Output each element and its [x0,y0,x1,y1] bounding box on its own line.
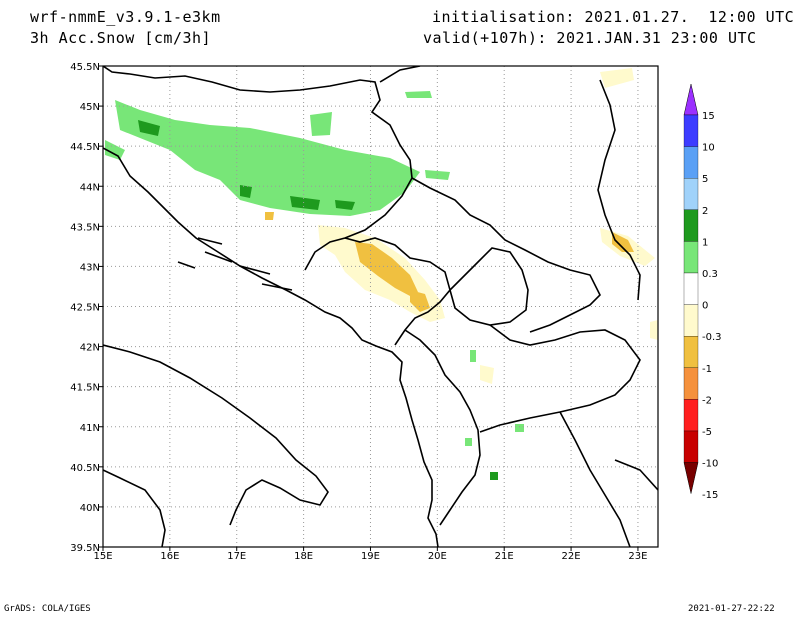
lat-tick-label: 43.5N [70,222,100,233]
lon-tick-label: 18E [294,551,313,562]
snow-area-yellow [265,212,274,220]
colorbar-segment [683,272,699,305]
grads-credit: GrADS: COLA/IGES [4,604,91,614]
snow-area-lightyellow [600,68,634,88]
kosovo-border [449,247,529,326]
lon-tick-label: 17E [227,551,246,562]
snow-area-green [515,424,524,432]
init-time: initialisation: 2021.01.27. 12:00 UTC [432,8,795,26]
colorbar-label: -1 [702,364,712,375]
colorbar-segment [683,209,699,242]
lat-tick-label: 42.5N [70,303,100,314]
snow-area-darkgreen [290,196,320,210]
snow-area-green [105,140,125,160]
colorbar-bottom-arrow [683,462,699,494]
coastlines-borders [103,66,658,547]
adriatic-islands [177,237,293,291]
lat-tick-label: 44N [80,182,100,193]
field-title: 3h Acc.Snow [cm/3h] [30,29,212,47]
colorbar-label: 10 [702,143,715,154]
model-name: wrf-nmmE_v3.9.1-e3km [30,8,221,26]
snow-area-darkgreen [240,185,252,198]
lat-tick-label: 41.5N [70,383,100,394]
latitude-axis: 45.5N 45N 44.5N 44N 43.5N 43N 42.5N 42N 41.5N 41N… [70,62,103,554]
snow-area-lightyellow [480,365,494,384]
snow-area-yellow [355,242,418,296]
lat-tick-label: 44.5N [70,142,100,153]
colorbar-label: 5 [702,174,708,185]
albania-border [404,329,481,526]
lon-tick-label: 19E [361,551,380,562]
macedonia-border [479,324,641,433]
colorbar-segment [683,178,699,210]
snow-area-green [310,112,332,136]
colorbar-segment [683,146,699,179]
snow-area-green [115,100,420,216]
snow-field [105,68,658,480]
lon-tick-label: 20E [428,551,447,562]
colorbar-label: -0.3 [702,332,722,343]
render-timestamp: 2021-01-27-22:22 [688,604,775,614]
serbia-border [379,66,601,333]
snow-area-lightyellow [650,320,658,340]
lat-lon-grid [103,66,658,547]
colorbar-label: 0.3 [702,269,718,280]
snow-area-green [405,91,432,98]
colorbar-label: 0 [702,301,708,312]
lat-tick-label: 45.5N [70,62,100,73]
colorbar-label: 15 [702,111,715,122]
croatia-border [103,66,413,271]
colorbar-label: 2 [702,206,708,217]
lon-tick-label: 16E [160,551,179,562]
snow-area-yellow [612,232,634,252]
lon-tick-label: 15E [93,551,112,562]
lon-tick-label: 22E [562,551,581,562]
colorbar-segment [683,114,699,147]
lat-tick-label: 41N [80,423,100,434]
colorbar-top-arrow [683,83,699,116]
colorbar-label: -15 [702,490,718,501]
colorbar-label: -2 [702,395,712,406]
colorbar-segment [683,304,699,337]
lat-tick-label: 40N [80,503,100,514]
snow-area-darkgreen [335,200,355,210]
lat-tick-label: 40.5N [70,463,100,474]
color-legend: 15 10 5 2 1 0.3 0 -0.3 -1 -2 -5 -10 -15 [683,83,722,501]
snow-area-green [465,438,472,446]
lat-tick-label: 39.5N [70,543,100,554]
montenegro-border [344,237,451,346]
longitude-axis: 15E 16E 17E 18E 19E 20E 21E 22E 23E [93,547,647,562]
greece-coast [559,411,658,547]
snow-area-green [470,350,476,362]
colorbar-segment [683,367,699,400]
colorbar-label: 1 [702,237,708,248]
lon-tick-label: 23E [628,551,647,562]
snow-area-darkgreen [138,120,160,136]
lat-tick-label: 43N [80,262,100,273]
bulgaria-border [597,79,641,301]
colorbar-segment [683,336,699,368]
colorbar-segment [683,430,699,463]
colorbar-segment [683,399,699,432]
italy-coast [103,344,329,526]
italy-heel [103,469,166,547]
lat-tick-label: 45N [80,102,100,113]
colorbar-label: -5 [702,427,712,438]
lon-tick-label: 21E [495,551,514,562]
lat-tick-label: 42N [80,343,100,354]
valid-time: valid(+107h): 2021.JAN.31 23:00 UTC [423,29,757,47]
colorbar-segment [683,241,699,274]
snow-area-darkgreen [490,472,498,480]
colorbar-label: -10 [702,459,718,470]
adriatic-east-coast [103,147,439,547]
